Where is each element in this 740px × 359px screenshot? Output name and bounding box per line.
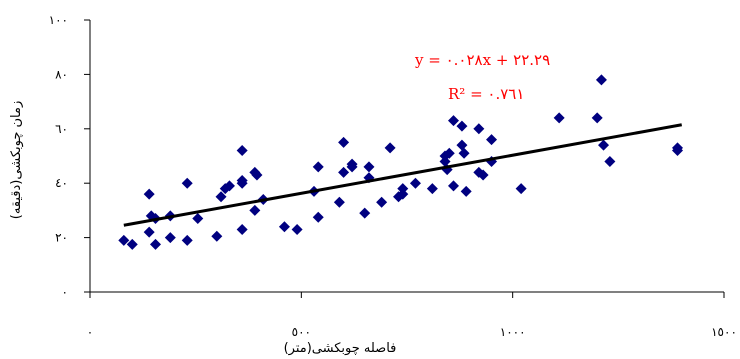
data-point bbox=[397, 188, 409, 200]
data-point bbox=[473, 123, 485, 135]
data-point bbox=[181, 234, 193, 246]
data-point bbox=[291, 223, 303, 235]
data-point bbox=[143, 188, 155, 200]
data-point bbox=[236, 223, 248, 235]
data-point bbox=[363, 161, 375, 173]
data-point bbox=[447, 180, 459, 192]
data-point bbox=[278, 221, 290, 233]
data-point bbox=[150, 238, 162, 250]
data-point bbox=[338, 136, 350, 148]
data-point bbox=[181, 177, 193, 189]
data-point bbox=[312, 211, 324, 223]
y-tick-label: ٠ bbox=[62, 285, 68, 299]
data-point bbox=[598, 139, 610, 151]
data-point bbox=[223, 180, 235, 192]
data-point bbox=[515, 183, 527, 195]
r-squared-label: R² = ٠.٧٦١ bbox=[448, 85, 524, 103]
axes bbox=[84, 19, 725, 298]
data-point bbox=[126, 238, 138, 250]
x-tick-label: ١٥٠٠ bbox=[711, 325, 737, 339]
data-point bbox=[164, 232, 176, 244]
data-point bbox=[456, 120, 468, 132]
data-point bbox=[143, 226, 155, 238]
data-point bbox=[604, 155, 616, 167]
data-point bbox=[458, 147, 470, 159]
data-point bbox=[591, 112, 603, 124]
data-point bbox=[409, 177, 421, 189]
data-point bbox=[486, 134, 498, 146]
y-tick-label: ١٠٠ bbox=[49, 13, 68, 27]
data-point bbox=[553, 112, 565, 124]
data-point bbox=[376, 196, 388, 208]
data-point bbox=[384, 142, 396, 154]
trendline-group bbox=[123, 123, 682, 227]
data-point bbox=[456, 139, 468, 151]
data-point bbox=[236, 145, 248, 157]
data-point bbox=[338, 166, 350, 178]
data-point bbox=[192, 213, 204, 225]
trendline bbox=[123, 123, 682, 227]
data-point bbox=[460, 185, 472, 197]
data-point bbox=[211, 230, 223, 242]
data-point bbox=[447, 115, 459, 127]
y-tick-label: ٢٠ bbox=[55, 231, 68, 245]
data-points bbox=[118, 74, 684, 250]
data-point bbox=[359, 207, 371, 219]
y-tick-label: ٨٠ bbox=[55, 67, 68, 81]
data-point bbox=[251, 169, 263, 181]
x-tick-label: ١٠٠٠ bbox=[500, 325, 526, 339]
x-tick-label: ٥٠٠ bbox=[292, 325, 311, 339]
data-point bbox=[672, 142, 684, 154]
regression-equation: y = ٠.٠٢٨x + ٢٢.٢٩ bbox=[414, 51, 550, 69]
y-tick-label: ٤٠ bbox=[55, 176, 68, 190]
data-point bbox=[426, 183, 438, 195]
x-axis-title: فاصله چوبکشی(متر) bbox=[284, 341, 397, 356]
data-point bbox=[346, 161, 358, 173]
data-point bbox=[477, 169, 489, 181]
data-point bbox=[118, 234, 130, 246]
data-point bbox=[443, 147, 455, 159]
data-point bbox=[215, 191, 227, 203]
y-axis-title: زمان چوبکشی(دقیقه) bbox=[9, 101, 24, 219]
data-point bbox=[333, 196, 345, 208]
data-point bbox=[249, 204, 261, 216]
data-point bbox=[595, 74, 607, 86]
x-tick-label: ٠ bbox=[87, 325, 93, 339]
data-point bbox=[236, 177, 248, 189]
data-point bbox=[312, 161, 324, 173]
y-tick-label: ٦٠ bbox=[55, 122, 68, 136]
